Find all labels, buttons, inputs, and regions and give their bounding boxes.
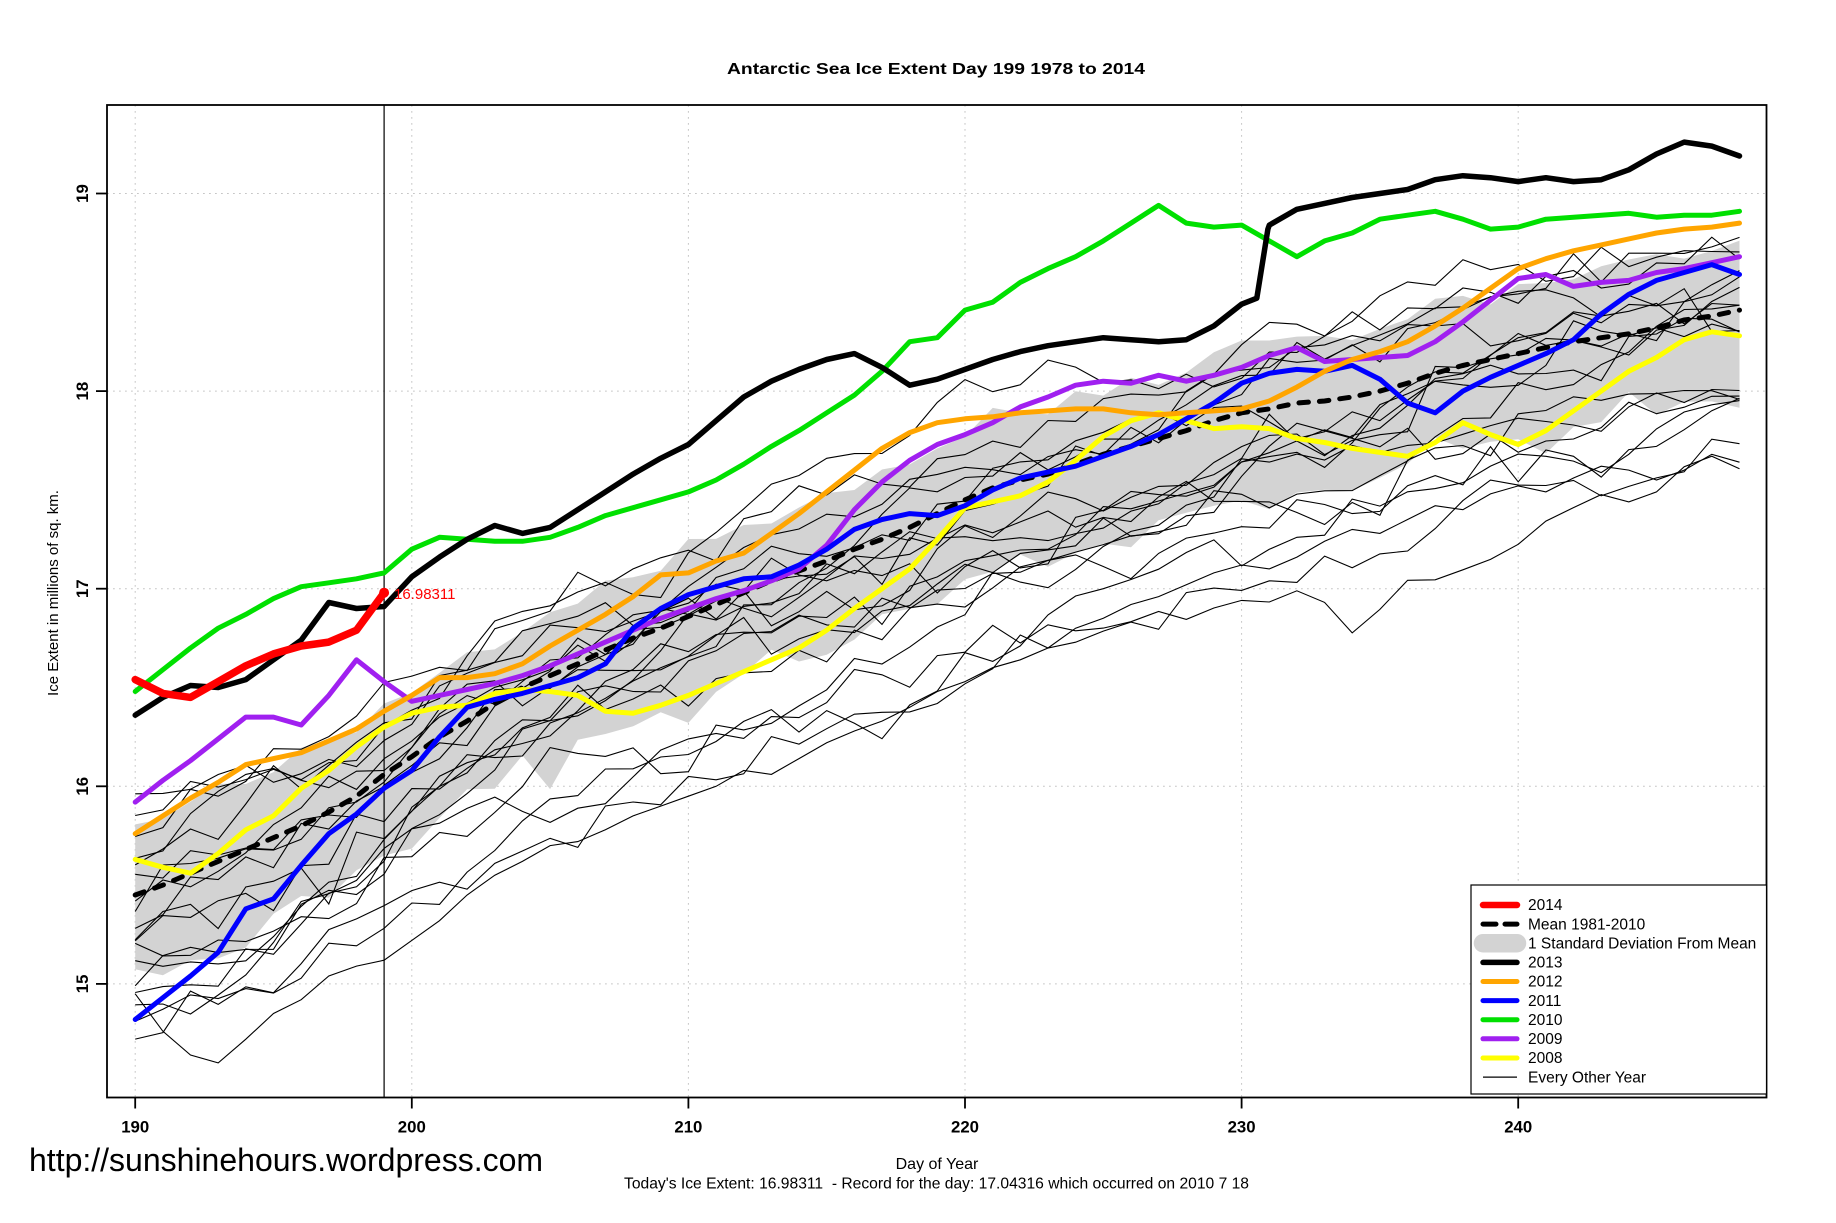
svg-text:210: 210	[674, 1118, 702, 1137]
svg-text:Mean 1981-2010: Mean 1981-2010	[1528, 916, 1646, 933]
svg-text:16.98311: 16.98311	[394, 586, 455, 603]
svg-text:Antarctic Sea Ice Extent Day 1: Antarctic Sea Ice Extent Day 199 1978 to…	[727, 61, 1145, 78]
svg-text:19: 19	[73, 184, 92, 203]
svg-text:2011: 2011	[1528, 993, 1561, 1010]
svg-text:200: 200	[398, 1118, 426, 1137]
svg-text:220: 220	[951, 1118, 979, 1137]
svg-text:http://sunshinehours.wordpress: http://sunshinehours.wordpress.com	[29, 1142, 543, 1178]
svg-text:230: 230	[1228, 1118, 1256, 1137]
svg-text:Day of Year: Day of Year	[896, 1156, 979, 1173]
svg-text:190: 190	[121, 1118, 149, 1137]
svg-text:2014: 2014	[1528, 897, 1563, 914]
svg-text:16: 16	[73, 777, 92, 796]
svg-text:1 Standard Deviation From Mean: 1 Standard Deviation From Mean	[1528, 935, 1756, 952]
svg-text:Ice Extent in millions of sq.: Ice Extent in millions of sq. km.	[45, 490, 62, 696]
svg-text:Today's Ice Extent: 16.98311: Today's Ice Extent: 16.98311 - Record fo…	[624, 1176, 1249, 1193]
svg-text:2013: 2013	[1528, 955, 1562, 972]
svg-text:15: 15	[73, 975, 92, 994]
svg-text:17: 17	[73, 579, 92, 598]
svg-text:2008: 2008	[1528, 1050, 1562, 1067]
svg-text:2010: 2010	[1528, 1012, 1563, 1029]
svg-text:18: 18	[73, 382, 92, 401]
svg-text:2009: 2009	[1528, 1031, 1562, 1048]
svg-text:2012: 2012	[1528, 974, 1562, 991]
svg-text:Every Other Year: Every Other Year	[1528, 1069, 1646, 1086]
svg-text:240: 240	[1504, 1118, 1532, 1137]
